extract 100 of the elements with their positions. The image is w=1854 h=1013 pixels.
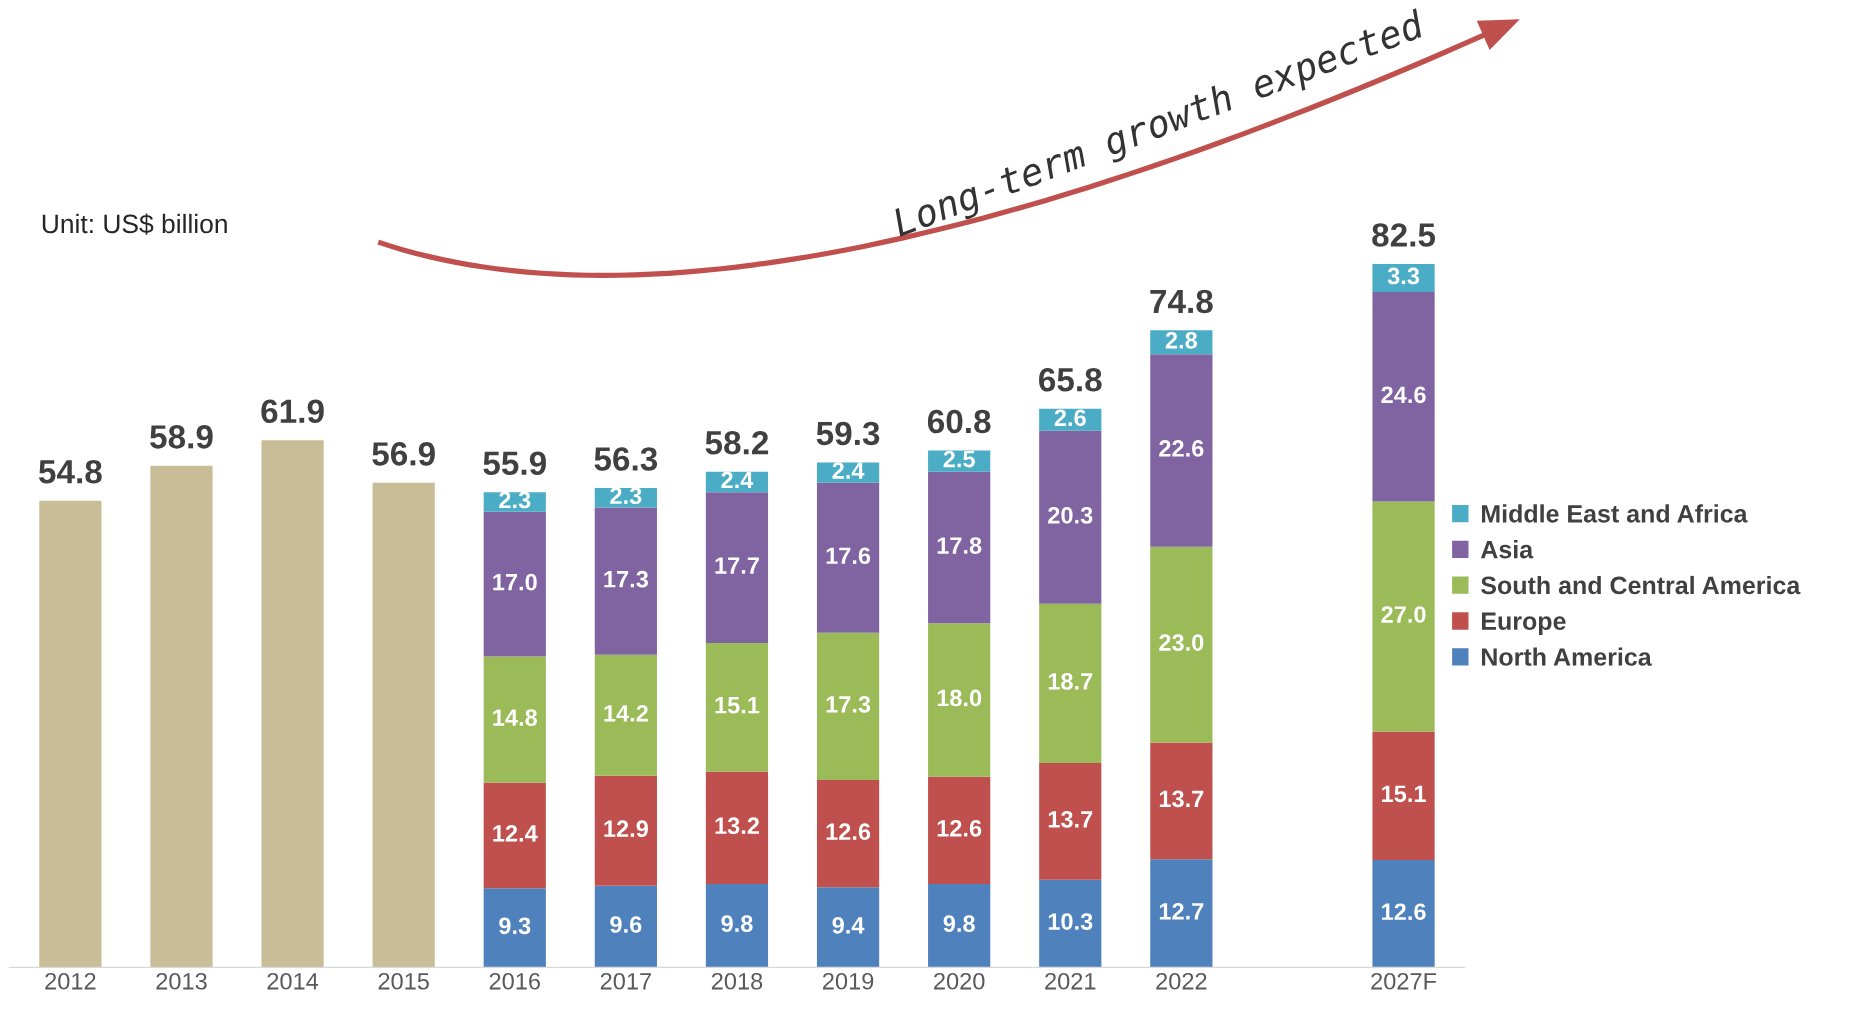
total-label: 55.9 <box>483 451 546 476</box>
data-label: 9.3 <box>499 917 531 935</box>
bar <box>261 440 324 968</box>
data-label: 13.2 <box>715 817 759 835</box>
data-label: 15.1 <box>1382 785 1426 803</box>
x-tick-label: 2019 <box>822 972 874 990</box>
data-label: 13.7 <box>1159 790 1204 808</box>
legend-label: Asia <box>1480 540 1534 559</box>
bar <box>816 780 880 888</box>
bar <box>816 482 880 633</box>
legend-label: North America <box>1482 647 1652 666</box>
data-label: 3.3 <box>1387 267 1420 285</box>
x-tick-label: 2012 <box>45 972 96 990</box>
data-label: 2.4 <box>832 462 865 479</box>
x-tick-label: 2020 <box>934 972 985 990</box>
bar <box>928 471 991 624</box>
bar <box>372 482 435 968</box>
bar <box>1039 430 1102 604</box>
bar <box>1372 501 1435 732</box>
bar <box>1150 859 1213 968</box>
text: Unit: US$ billion <box>42 213 227 235</box>
data-label: 24.6 <box>1381 386 1426 404</box>
bar <box>705 883 769 968</box>
total-label: 56.3 <box>594 447 658 471</box>
total-label: 61.9 <box>261 399 324 424</box>
data-label: 17.0 <box>493 573 537 591</box>
bar <box>1372 292 1435 502</box>
data-label: 17.3 <box>604 570 648 588</box>
data-label: 2.8 <box>1165 331 1198 349</box>
x-tick-label: 2018 <box>711 972 763 990</box>
legend-label: South and Central America <box>1481 575 1801 595</box>
data-label: 12.4 <box>493 825 538 842</box>
data-label: 18.0 <box>937 689 982 707</box>
x-tick-label: 2027F <box>1371 972 1437 990</box>
data-label: 2.3 <box>499 491 531 509</box>
x-tick-label: 2022 <box>1156 972 1207 990</box>
bar <box>928 776 991 884</box>
bar <box>928 883 991 968</box>
data-label: 20.3 <box>1048 506 1093 524</box>
bar <box>483 888 546 968</box>
x-tick-label: 2013 <box>156 972 207 990</box>
bar <box>594 885 657 968</box>
bar <box>1372 860 1435 968</box>
bar <box>705 771 769 884</box>
data-label: 12.6 <box>1382 903 1426 921</box>
data-label: 2.3 <box>610 487 642 505</box>
x-tick-label: 2014 <box>267 972 319 990</box>
data-label: 17.3 <box>826 696 871 713</box>
data-label: 17.7 <box>715 557 759 574</box>
data-label: 2.5 <box>943 450 975 468</box>
data-label: 17.8 <box>937 537 982 554</box>
bar <box>150 465 213 968</box>
total-label: 60.8 <box>927 409 991 434</box>
data-label: 12.6 <box>826 823 871 841</box>
bar <box>1150 546 1213 743</box>
data-label: 10.3 <box>1048 913 1093 930</box>
data-label: 14.2 <box>604 704 648 722</box>
total-label: 56.9 <box>372 442 435 466</box>
legend-label: Middle East and Africa <box>1482 504 1748 523</box>
data-label: 23.0 <box>1159 634 1204 652</box>
x-tick-label: 2015 <box>378 972 429 990</box>
total-label: 82.5 <box>1372 223 1436 247</box>
data-label: 9.4 <box>832 917 865 934</box>
data-label: 27.0 <box>1381 606 1426 623</box>
bar <box>705 642 769 772</box>
bar <box>1372 263 1435 293</box>
total-label: 74.8 <box>1150 289 1213 314</box>
bar <box>1150 354 1213 547</box>
data-label: 15.1 <box>715 697 760 714</box>
data-label: 9.6 <box>610 916 642 933</box>
bar <box>705 492 769 643</box>
data-label: 18.7 <box>1048 673 1093 690</box>
bar <box>39 500 102 968</box>
data-label: 9.8 <box>721 915 753 933</box>
total-label: 58.2 <box>705 431 769 455</box>
bar <box>816 887 880 968</box>
data-label: 12.6 <box>937 819 982 837</box>
bar <box>594 775 657 886</box>
data-label: 9.8 <box>943 915 975 933</box>
bar <box>594 507 657 655</box>
x-tick-label: 2016 <box>489 972 540 990</box>
bar <box>816 632 880 781</box>
data-label: 2.6 <box>1054 409 1086 427</box>
legend-label: Europe <box>1482 612 1566 635</box>
bar <box>594 654 657 776</box>
total-label: 58.9 <box>150 425 213 449</box>
total-label: 59.3 <box>816 421 880 446</box>
data-label: 13.7 <box>1048 810 1093 828</box>
x-tick-label: 2021 <box>1045 972 1096 990</box>
bar <box>1039 603 1102 764</box>
data-label: 22.6 <box>1159 440 1204 457</box>
data-label: 2.4 <box>721 471 754 489</box>
bar <box>1039 879 1102 968</box>
bar <box>483 511 546 657</box>
bar <box>483 782 546 889</box>
bar <box>928 623 991 777</box>
total-label: 54.8 <box>38 459 102 484</box>
data-label: 17.6 <box>826 547 871 565</box>
total-label: 65.8 <box>1039 367 1102 392</box>
bar <box>1039 763 1102 880</box>
